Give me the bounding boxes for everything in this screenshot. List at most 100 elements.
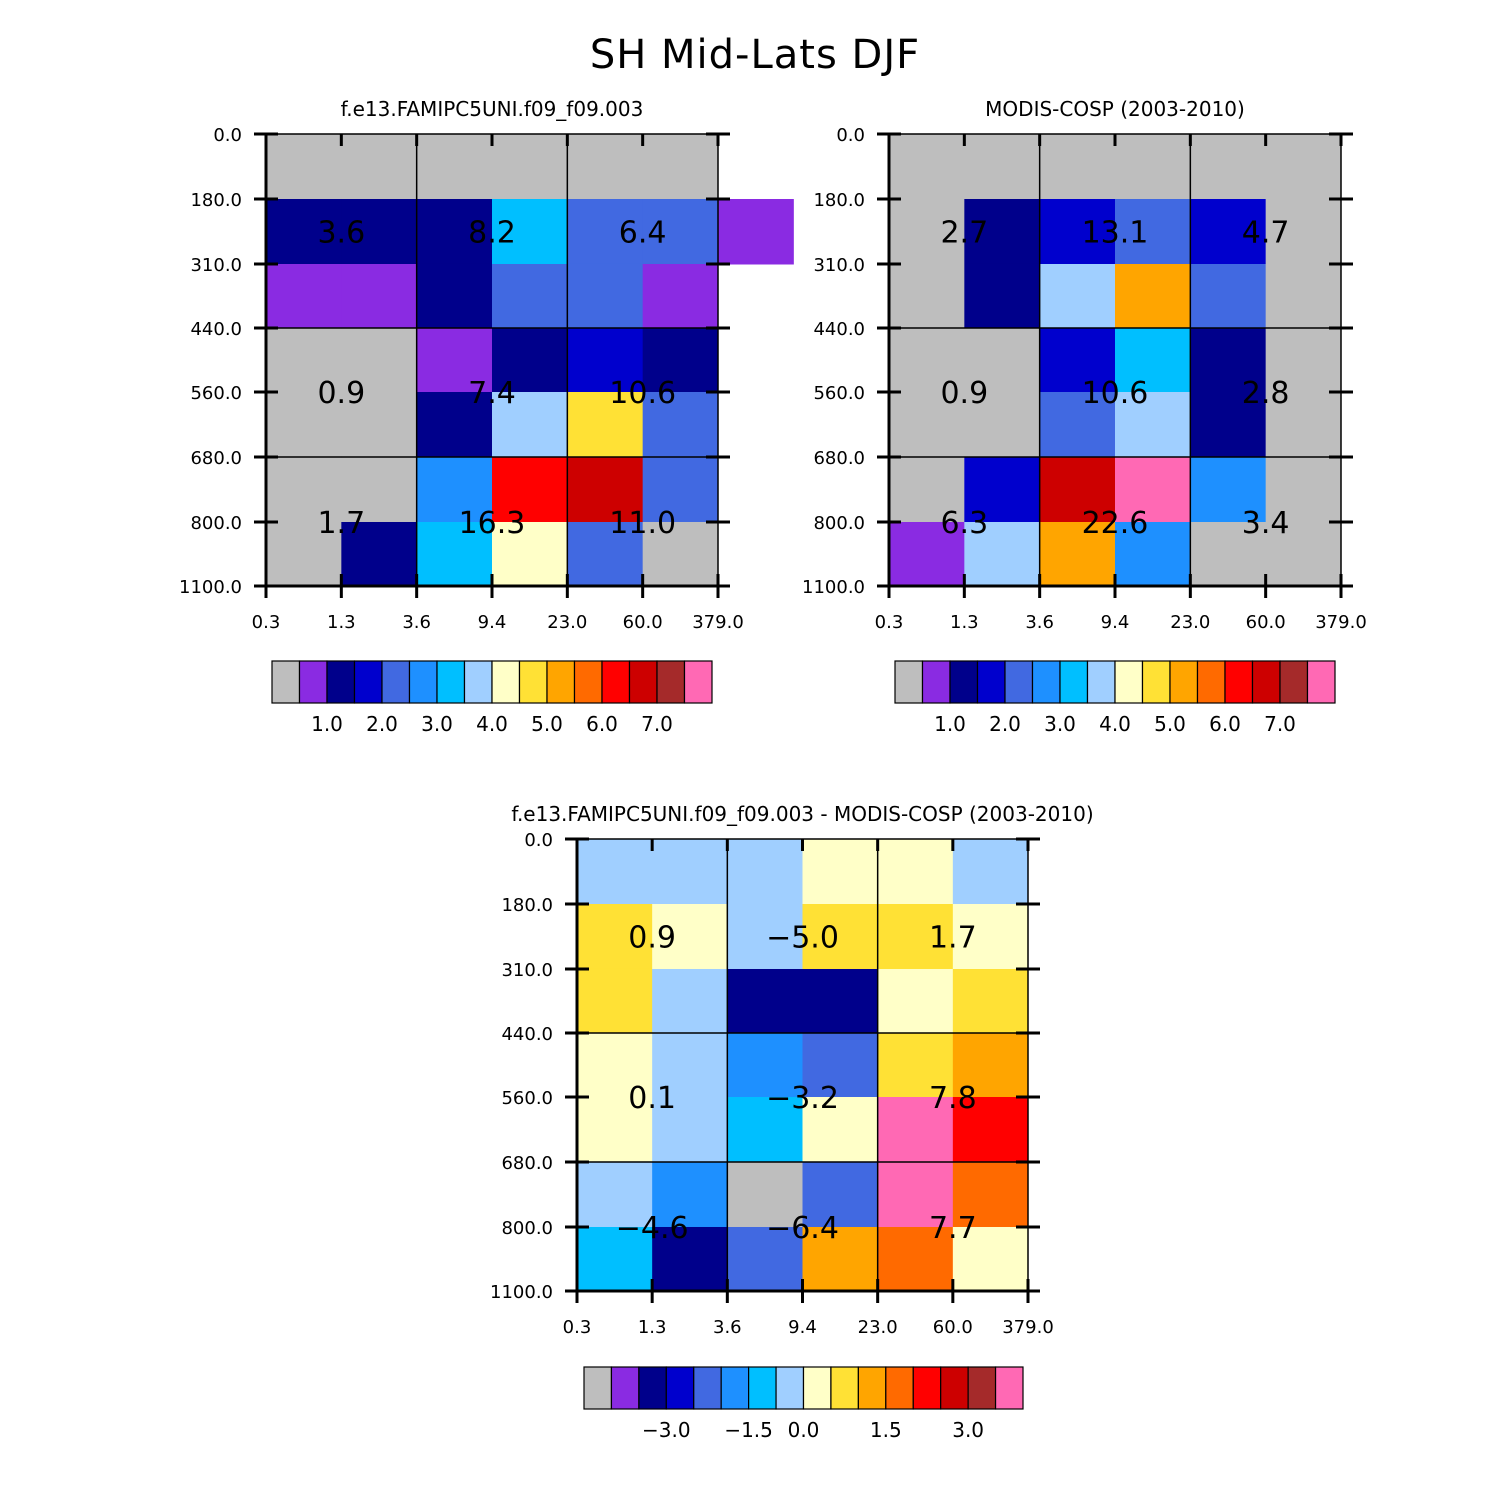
y-tick-label: 800.0 [190,513,242,534]
heatmap-cell [718,198,794,265]
colorbar-label: 6.0 [586,712,618,736]
heatmap-cell [652,1161,728,1228]
colorbar-swatch [976,660,1006,704]
diff-panel: f.e13.FAMIPC5UNI.f09_f09.003 - MODIS-COS… [490,802,1094,1442]
heatmap-cell [266,263,342,329]
group-total-label: −6.4 [766,1211,839,1246]
heatmap-cell [802,903,879,970]
colorbar-swatch [1279,660,1309,704]
x-tick-label: 9.4 [1101,612,1130,633]
colorbar-label: 1.5 [870,1418,902,1442]
heatmap-cell [567,327,644,393]
heatmap-cell [1265,456,1342,523]
y-tick-label: 560.0 [813,383,865,404]
heatmap-cell [1115,198,1191,265]
heatmap-cell [802,1097,879,1163]
heatmap-cell [889,456,965,523]
panel-title: MODIS-COSP (2003-2010) [985,97,1245,121]
heatmap-cell [492,198,568,265]
heatmap-cell [642,521,719,587]
heatmap-cell [964,456,1041,523]
heatmap-cell [1190,198,1267,265]
colorbar-swatch [353,660,383,704]
group-total-label: 2.8 [1242,376,1290,411]
x-tick-label: 1.3 [638,1317,667,1338]
heatmap-cell [341,198,418,265]
heatmap-cell [877,1097,954,1163]
heatmap-cell [1190,327,1267,393]
group-total-label: −5.0 [766,920,839,955]
colorbar-label: −1.5 [724,1418,773,1442]
heatmap-cell [577,968,653,1034]
colorbar-label: 1.0 [311,712,343,736]
y-tick-label: 800.0 [501,1218,553,1239]
colorbar-label: −3.0 [642,1418,691,1442]
panel-title: f.e13.FAMIPC5UNI.f09_f09.003 [341,97,644,121]
colorbar-label: 3.0 [421,712,453,736]
heatmap-cell [492,392,568,458]
y-tick-label: 0.0 [213,125,242,146]
heatmap-cell [642,263,719,329]
heatmap-cell [416,392,493,458]
heatmap-cell [567,134,644,200]
heatmap-cell [1039,263,1116,329]
heatmap-cell [652,1032,728,1098]
heatmap-cell [652,1226,728,1292]
group-total-label: −4.6 [616,1211,689,1246]
heatmap-cell [1039,198,1116,265]
colorbar-swatch [1004,660,1034,704]
panel-title: f.e13.FAMIPC5UNI.f09_f09.003 - MODIS-COS… [511,802,1093,826]
heatmap-cell [1265,134,1342,200]
colorbar-swatch [949,660,979,704]
colorbar-label: 2.0 [989,712,1021,736]
heatmap-cell [877,1161,954,1228]
colorbar-swatch [1114,660,1144,704]
heatmap-cell [802,968,879,1034]
group-total-label: 4.7 [1242,215,1290,250]
heatmap-cell [727,968,803,1034]
y-tick-label: 440.0 [501,1024,553,1045]
colorbar-swatch [683,660,713,704]
heatmap-cell [266,456,342,523]
group-total-label: 0.1 [628,1081,676,1116]
colorbar-swatch [940,1366,969,1410]
colorbar-swatch [885,1366,914,1410]
heatmap-cell [1039,392,1116,458]
x-tick-label: 0.3 [252,612,281,633]
heatmap-cell [727,1226,803,1292]
group-total-label: 11.0 [609,506,676,541]
heatmap-cell [341,456,418,523]
model-panel: f.e13.FAMIPC5UNI.f09_f09.003 3.6 8.2 6.4 0.9… [179,97,794,736]
heatmap-cell [802,839,879,905]
x-tick-label: 9.4 [478,612,507,633]
heatmap-cell [889,198,965,265]
colorbar-label: 4.0 [1099,712,1131,736]
heatmap-cell [567,263,644,329]
colorbar-swatch [491,660,521,704]
colorbar-swatch [583,1366,613,1410]
group-total-label: 6.3 [940,506,988,541]
heatmap-cell [341,521,418,587]
group-total-label: 10.6 [609,376,676,411]
colorbar-swatch [381,660,411,704]
heatmap-cell [266,521,342,587]
colorbar-swatch [1141,660,1171,704]
x-tick-label: 3.6 [1025,612,1054,633]
heatmap-cell [1190,521,1267,587]
heatmap-cell [1039,456,1116,523]
y-tick-label: 680.0 [190,448,242,469]
heatmap-cell [652,839,728,905]
heatmap-cell [1039,521,1116,587]
x-tick-label: 0.3 [875,612,904,633]
heatmap-cell [341,134,418,200]
heatmap-cell [1115,134,1191,200]
heatmap-cell [642,392,719,458]
heatmap-cell [266,134,342,200]
colorbar-swatch [1086,660,1116,704]
obs-panel: MODIS-COSP (2003-2010) 2.7 13.1 4.7 0.9 10.6 2… [802,97,1367,736]
heatmap-cell [341,327,418,393]
heatmap-cell [492,134,568,200]
heatmap-cell [416,134,493,200]
colorbar-label: 3.0 [952,1418,984,1442]
